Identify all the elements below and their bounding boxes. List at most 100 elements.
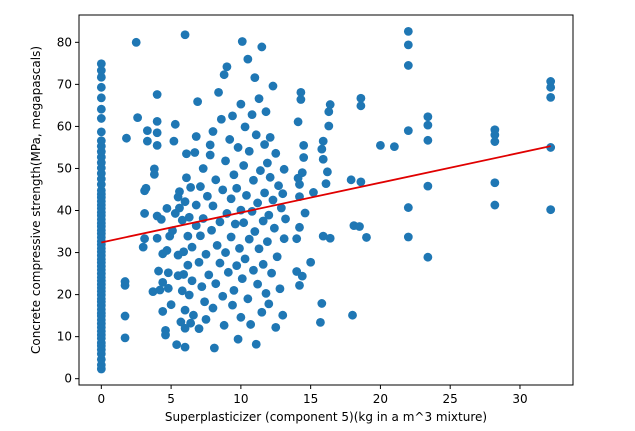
data-point <box>162 246 172 255</box>
data-point <box>138 242 148 252</box>
data-point <box>187 276 197 286</box>
data-point <box>264 299 274 309</box>
y-tick-label: 80 <box>57 35 72 49</box>
data-point <box>133 113 143 122</box>
data-point <box>215 258 225 268</box>
data-point <box>269 223 279 233</box>
data-point <box>208 127 218 136</box>
data-point <box>180 342 190 352</box>
data-point <box>228 111 237 121</box>
data-point <box>176 317 186 327</box>
data-point <box>321 179 331 189</box>
data-point <box>265 172 275 182</box>
data-point <box>180 30 190 40</box>
data-point <box>295 280 304 290</box>
data-point <box>215 217 225 227</box>
data-point <box>356 93 366 103</box>
data-point <box>317 299 327 308</box>
data-point <box>152 140 162 150</box>
data-point <box>187 242 197 252</box>
data-point <box>96 72 106 82</box>
y-tick-label: 60 <box>57 119 72 133</box>
data-point <box>152 233 162 243</box>
data-point <box>205 150 215 160</box>
data-point <box>200 297 209 307</box>
data-point <box>403 40 413 50</box>
data-point <box>423 112 433 122</box>
y-axis-ticks: 0 10 20 30 40 50 60 70 80 <box>57 35 79 386</box>
data-point <box>182 173 191 183</box>
data-point <box>325 100 335 109</box>
data-point <box>223 267 233 277</box>
data-point <box>240 254 250 264</box>
data-point <box>346 175 356 185</box>
data-point <box>249 175 258 185</box>
data-point <box>254 244 264 254</box>
x-axis-label: Superplasticizer (component 5)(kg in a m… <box>165 410 487 424</box>
data-point <box>96 82 106 92</box>
data-point <box>256 166 265 175</box>
data-point <box>318 154 328 164</box>
data-point <box>204 270 214 280</box>
data-point <box>226 232 236 242</box>
regression-line <box>101 145 551 244</box>
data-point <box>278 310 288 320</box>
data-point <box>235 243 244 253</box>
data-point <box>356 101 366 111</box>
data-point <box>296 95 306 104</box>
data-point <box>229 286 239 295</box>
data-point <box>260 140 269 149</box>
data-point <box>183 231 193 241</box>
data-point <box>258 259 268 269</box>
data-point <box>355 222 364 231</box>
data-point <box>226 194 236 204</box>
y-tick-label: 40 <box>57 204 72 218</box>
data-point <box>546 77 556 86</box>
data-point <box>281 214 290 224</box>
data-point <box>299 140 309 150</box>
data-point <box>96 114 106 123</box>
x-tick-label: 25 <box>443 392 458 406</box>
data-point <box>403 232 413 242</box>
data-point <box>242 190 251 200</box>
data-point <box>232 183 242 193</box>
data-point <box>219 320 229 330</box>
data-point <box>122 133 131 143</box>
data-point <box>249 265 258 275</box>
data-point <box>250 227 260 236</box>
data-point <box>186 182 196 192</box>
data-point <box>196 231 205 241</box>
data-point <box>376 140 385 150</box>
data-point <box>403 126 413 136</box>
data-point <box>184 290 194 300</box>
data-point <box>309 188 318 197</box>
data-point <box>318 231 328 241</box>
data-point <box>209 343 219 353</box>
data-point <box>194 257 204 267</box>
x-tick-label: 30 <box>512 392 527 406</box>
data-point <box>316 317 325 327</box>
data-point <box>253 198 263 208</box>
data-point <box>243 294 253 304</box>
data-point <box>225 135 235 144</box>
data-point <box>156 214 166 224</box>
data-point <box>214 87 223 97</box>
data-point <box>172 340 182 350</box>
data-point <box>222 62 232 72</box>
data-point <box>163 283 173 293</box>
data-point <box>194 324 204 334</box>
data-point <box>202 191 212 201</box>
y-axis-label: Concrete compressive strength(MPa, megap… <box>29 46 43 354</box>
data-point <box>268 81 278 91</box>
data-point <box>149 169 159 179</box>
data-point <box>207 225 216 235</box>
data-point <box>239 161 249 170</box>
data-point <box>267 268 276 278</box>
data-point <box>403 27 413 36</box>
data-point <box>265 132 275 142</box>
data-point <box>189 310 198 320</box>
data-point <box>293 117 303 127</box>
data-point <box>274 181 283 191</box>
data-point <box>232 261 242 270</box>
